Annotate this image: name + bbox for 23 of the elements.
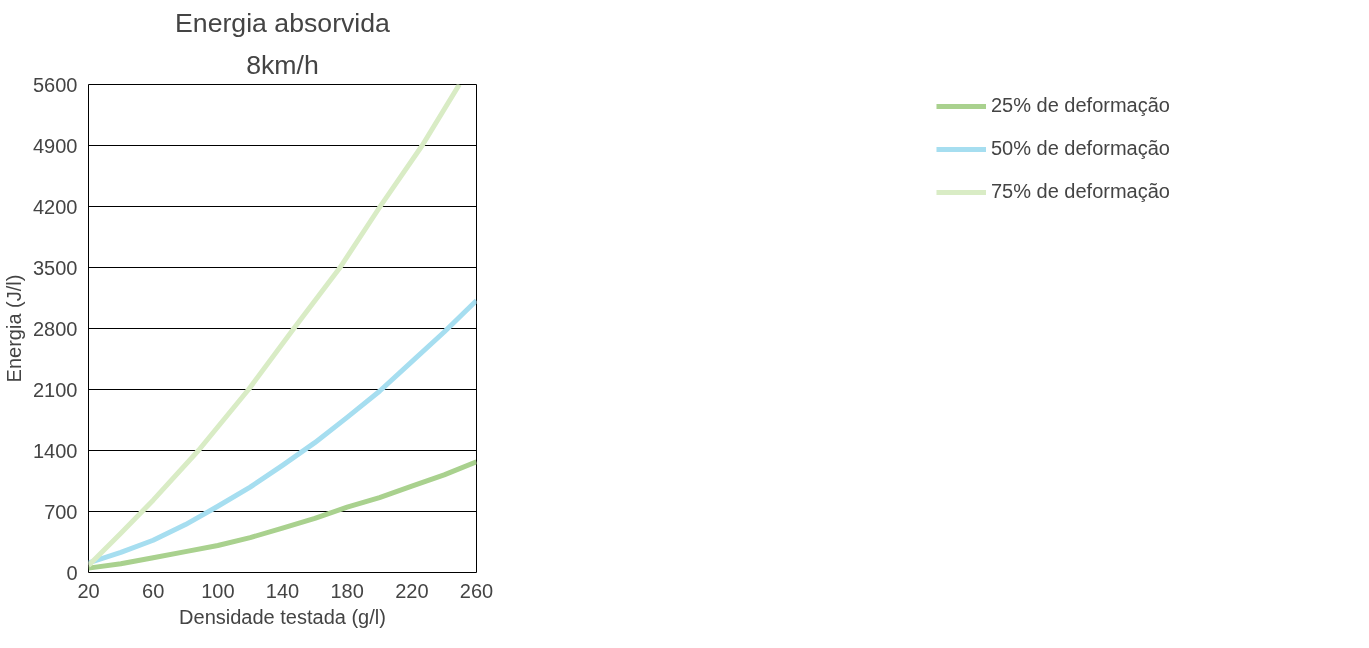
x-axis-title: Densidade testada (g/l) <box>179 605 386 628</box>
y-tick-label: 4200 <box>33 195 78 218</box>
y-tick-label: 700 <box>44 500 78 523</box>
y-tick-label: 3500 <box>33 256 78 279</box>
chart-title: Energia absorvida <box>175 7 391 38</box>
legend-label: 50% de deformação <box>990 137 1170 160</box>
x-tick-label: 100 <box>201 579 235 602</box>
legend-label: 25% de deformação <box>990 94 1170 117</box>
y-tick-label: 2100 <box>33 378 78 401</box>
x-tick-label: 220 <box>395 579 429 602</box>
chart-subtitle: 8km/h <box>246 49 319 80</box>
x-tick-label: 180 <box>330 579 364 602</box>
x-tick-label: 60 <box>142 579 165 602</box>
x-tick-label: 20 <box>77 579 100 602</box>
y-tick-label: 5600 <box>33 73 78 96</box>
y-axis-title: Energia (J/l) <box>3 274 26 383</box>
legend-label: 75% de deformação <box>990 180 1170 203</box>
y-tick-label: 0 <box>66 561 78 584</box>
y-tick-label: 1400 <box>33 439 78 462</box>
y-tick-label: 4900 <box>33 134 78 157</box>
y-tick-label: 2800 <box>33 317 78 340</box>
x-tick-label: 140 <box>265 579 300 602</box>
x-tick-label: 260 <box>459 579 494 602</box>
